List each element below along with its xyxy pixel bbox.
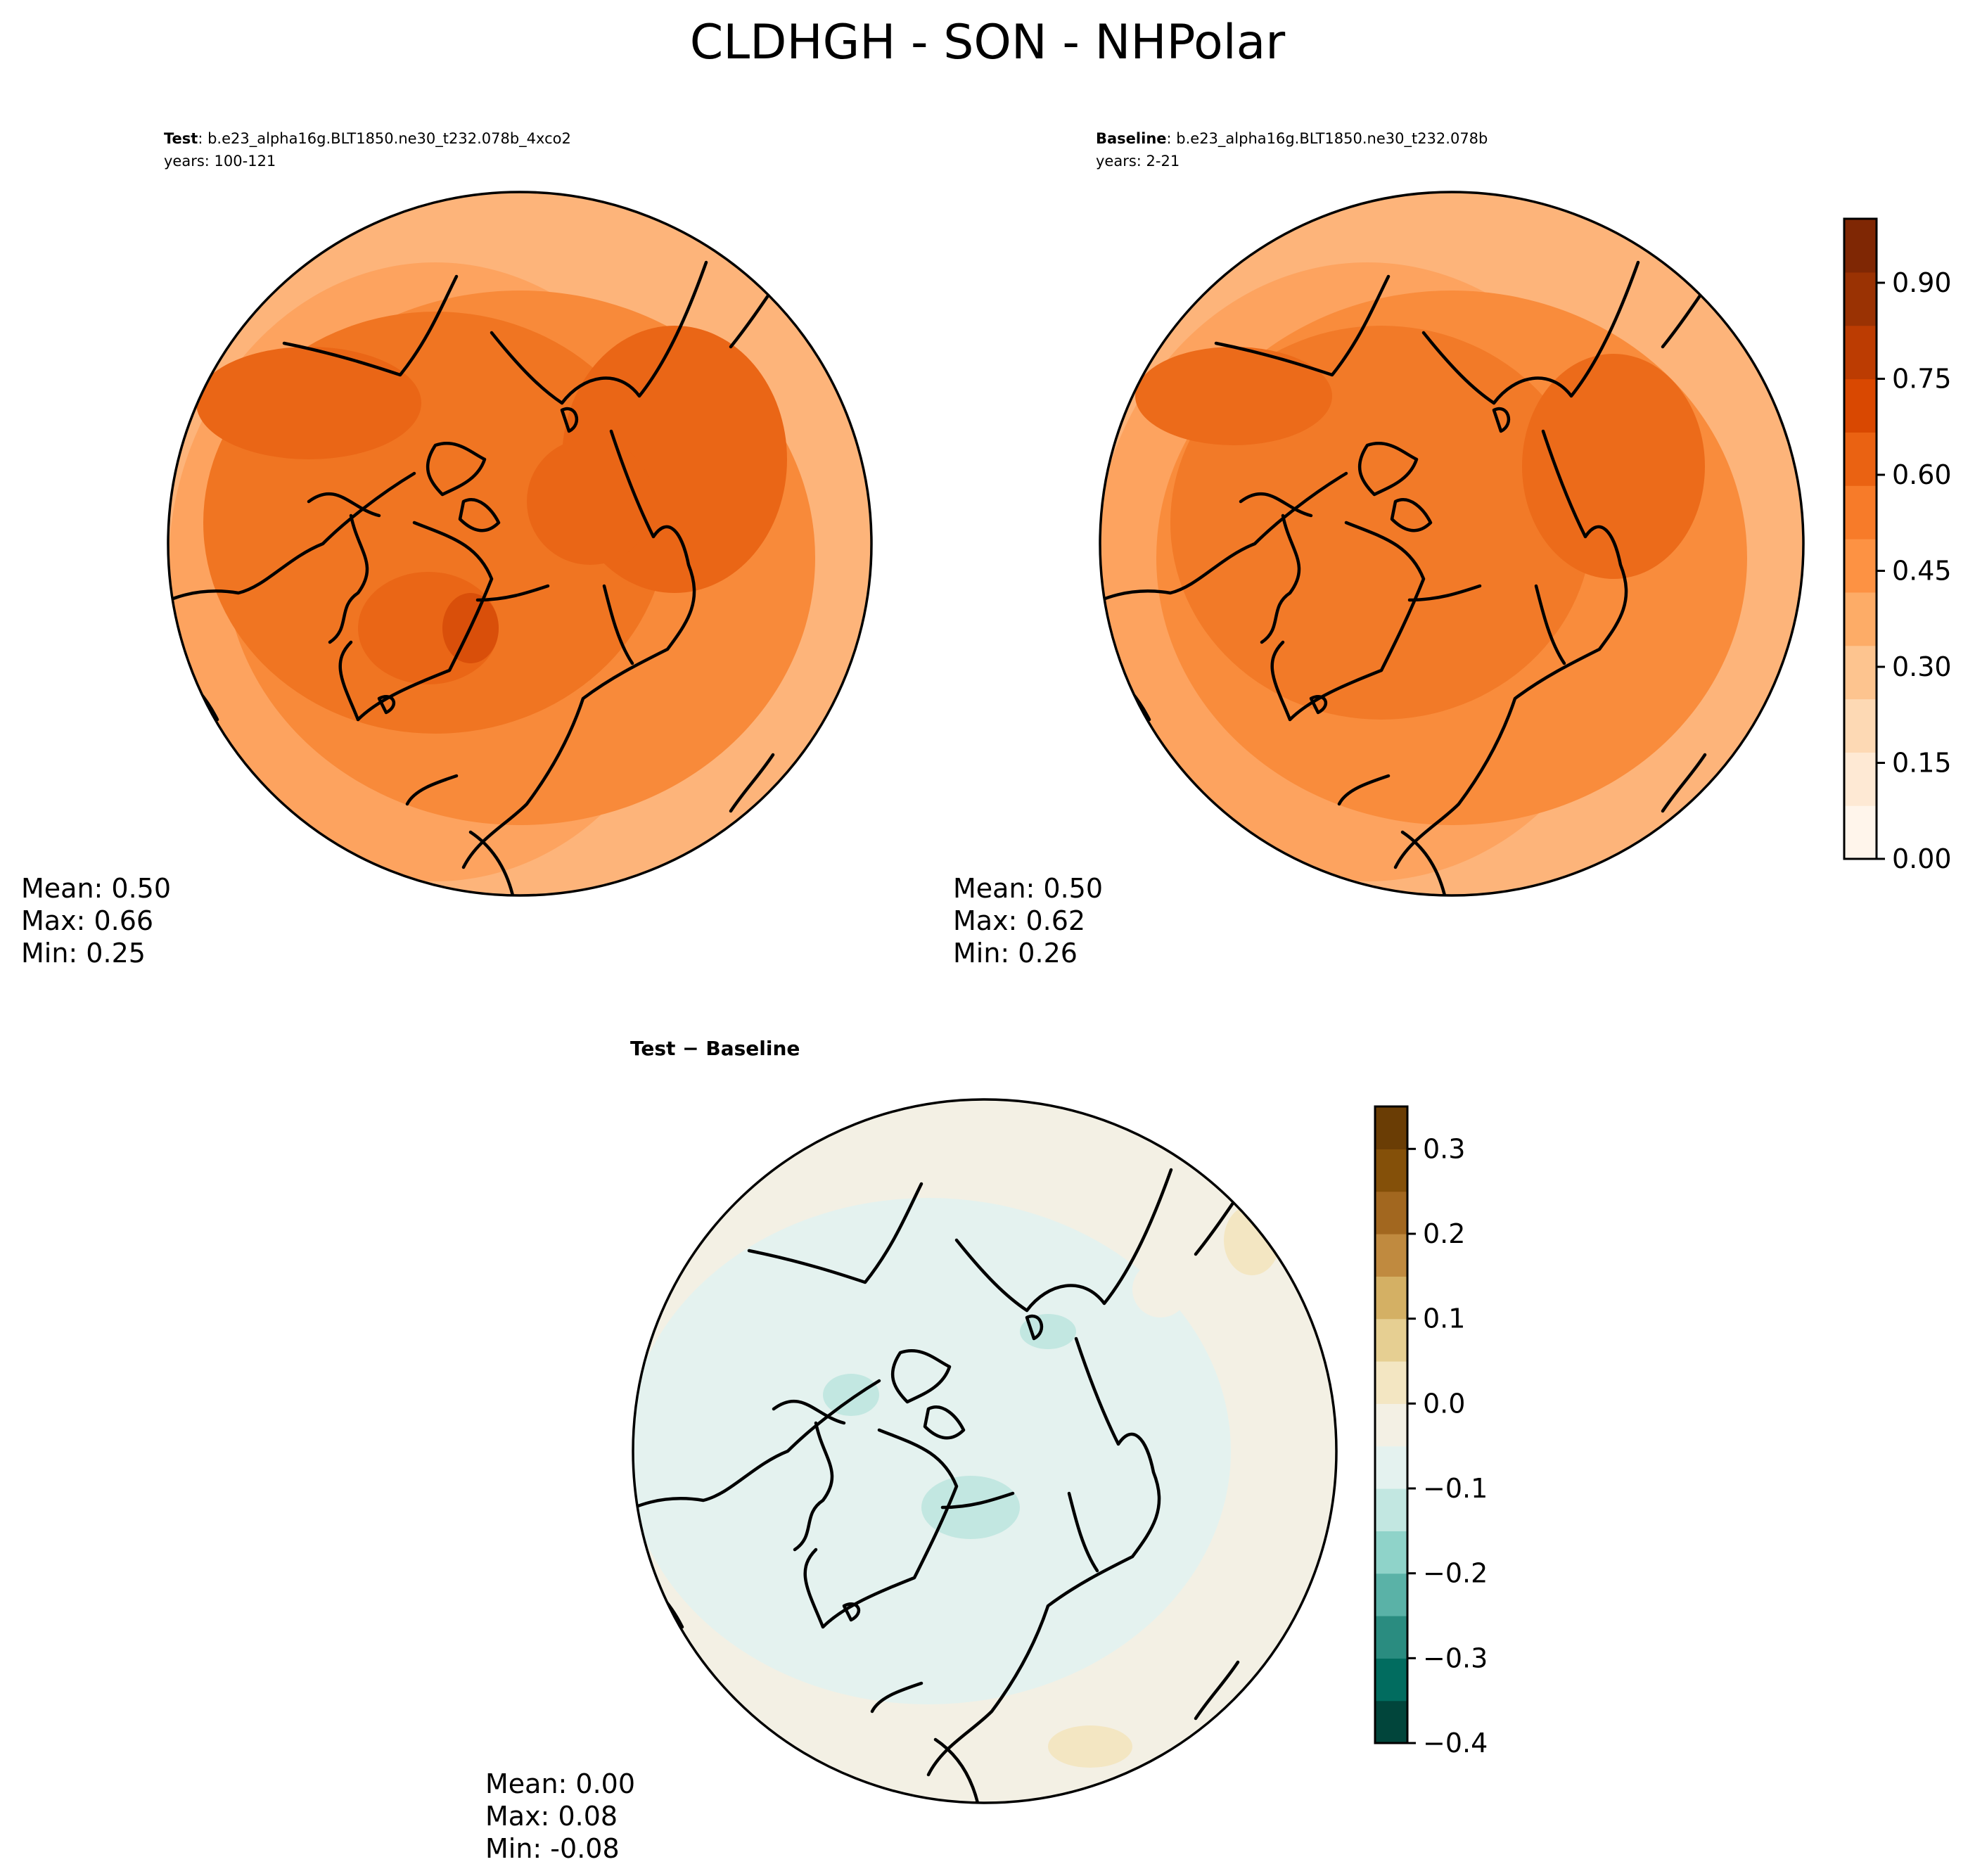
baseline-polar-map <box>1099 191 1805 897</box>
main-colorbar-swatch <box>1844 219 1877 273</box>
figure-title: CLDHGH - SON - NHPolar <box>690 15 1286 70</box>
test-mean: Mean: 0.50 <box>21 873 171 904</box>
diff-colorbar-swatch <box>1375 1616 1407 1659</box>
main-colorbar-tick-label: 0.60 <box>1892 459 1952 490</box>
diff-max: Max: 0.08 <box>485 1801 618 1832</box>
baseline-max: Max: 0.62 <box>953 905 1085 936</box>
diff-colorbar-frame <box>1374 1105 1409 1744</box>
baseline-min: Min: 0.26 <box>953 938 1078 969</box>
baseline-mean: Mean: 0.50 <box>953 873 1103 904</box>
main-colorbar-tick-label: 0.15 <box>1892 748 1952 779</box>
diff-colorbar-tick-label: −0.3 <box>1423 1642 1488 1673</box>
main-colorbar-swatch <box>1844 272 1877 326</box>
main-colorbar-swatch <box>1844 698 1877 753</box>
diff-mean: Mean: 0.00 <box>485 1768 635 1799</box>
diff-panel: Test − Baseline Mean: 0.00 Max: 0.08 <box>485 1037 1338 1864</box>
test-polar-map <box>167 191 873 897</box>
diff-colorbar-tick-label: 0.3 <box>1423 1133 1465 1164</box>
diff-colorbar-swatch <box>1375 1149 1407 1192</box>
diff-colorbar-tick-label: 0.2 <box>1423 1218 1465 1249</box>
diff-colorbar-swatch <box>1375 1361 1407 1404</box>
test-max: Max: 0.66 <box>21 905 153 936</box>
main-colorbar-frame <box>1843 217 1878 860</box>
main-colorbar-swatch <box>1844 378 1877 433</box>
test-panel: Test: b.e23_alpha16g.BLT1850.ne30_t232.0… <box>21 130 873 969</box>
baseline-label: Baseline <box>1096 130 1167 147</box>
baseline-case-name: : b.e23_alpha16g.BLT1850.ne30_t232.078b <box>1167 130 1488 148</box>
diff-colorbar-swatch <box>1375 1446 1407 1489</box>
diff-colorbar-swatch <box>1375 1531 1407 1574</box>
main-colorbar-tick-label: 0.45 <box>1892 556 1952 587</box>
diff-colorbar-tick-label: 0.1 <box>1423 1303 1465 1334</box>
main-colorbar: 0.00 0.15 0.30 0.45 0.60 0.75 0.90 <box>1843 217 1952 874</box>
main-colorbar-swatch <box>1844 592 1877 646</box>
diff-colorbar-tick-label: −0.2 <box>1423 1558 1488 1589</box>
diff-colorbar-swatch <box>1375 1276 1407 1320</box>
main-colorbar-swatch <box>1844 645 1877 700</box>
main-colorbar-tick-label: 0.90 <box>1892 267 1952 298</box>
main-colorbar-swatch <box>1844 432 1877 486</box>
diff-min: Min: -0.08 <box>485 1833 620 1864</box>
main-colorbar-swatch <box>1844 485 1877 540</box>
main-colorbar-swatch <box>1844 325 1877 380</box>
main-colorbar-swatch <box>1844 752 1877 806</box>
diff-colorbar-swatch <box>1375 1106 1407 1149</box>
baseline-years: years: 2-21 <box>1096 153 1180 170</box>
diff-colorbar-swatch <box>1375 1403 1407 1447</box>
diff-colorbar-tick-label: 0.0 <box>1423 1388 1465 1419</box>
test-min: Min: 0.25 <box>21 938 146 969</box>
diff-colorbar-swatch <box>1375 1700 1407 1744</box>
main-colorbar-tick-label: 0.00 <box>1892 843 1952 874</box>
diff-colorbar-swatch <box>1375 1318 1407 1362</box>
diff-colorbar-swatch <box>1375 1234 1407 1277</box>
diff-colorbar: 0.3 0.2 0.1 0.0 −0.1 −0.2 −0.3 −0.4 <box>1374 1105 1488 1759</box>
test-label: Test <box>164 130 198 147</box>
baseline-title: Baseline: b.e23_alpha16g.BLT1850.ne30_t2… <box>1096 130 1488 148</box>
diff-colorbar-swatch <box>1375 1488 1407 1531</box>
diff-title: Test − Baseline <box>630 1037 800 1060</box>
main-colorbar-swatch <box>1844 805 1877 860</box>
test-years: years: 100-121 <box>164 153 276 170</box>
baseline-panel: Baseline: b.e23_alpha16g.BLT1850.ne30_t2… <box>953 130 1805 969</box>
diff-colorbar-swatch <box>1375 1573 1407 1616</box>
test-case-name: : b.e23_alpha16g.BLT1850.ne30_t232.078b_… <box>198 130 571 148</box>
main-colorbar-tick-label: 0.30 <box>1892 651 1952 682</box>
diff-colorbar-swatch <box>1375 1191 1407 1234</box>
diff-colorbar-tick-label: −0.4 <box>1423 1728 1488 1759</box>
main-colorbar-tick-label: 0.75 <box>1892 364 1952 395</box>
test-title: Test: b.e23_alpha16g.BLT1850.ne30_t232.0… <box>164 130 571 148</box>
diff-colorbar-swatch <box>1375 1658 1407 1702</box>
diff-polar-map <box>632 1098 1338 1804</box>
main-colorbar-swatch <box>1844 539 1877 593</box>
diff-colorbar-tick-label: −0.1 <box>1423 1473 1488 1504</box>
